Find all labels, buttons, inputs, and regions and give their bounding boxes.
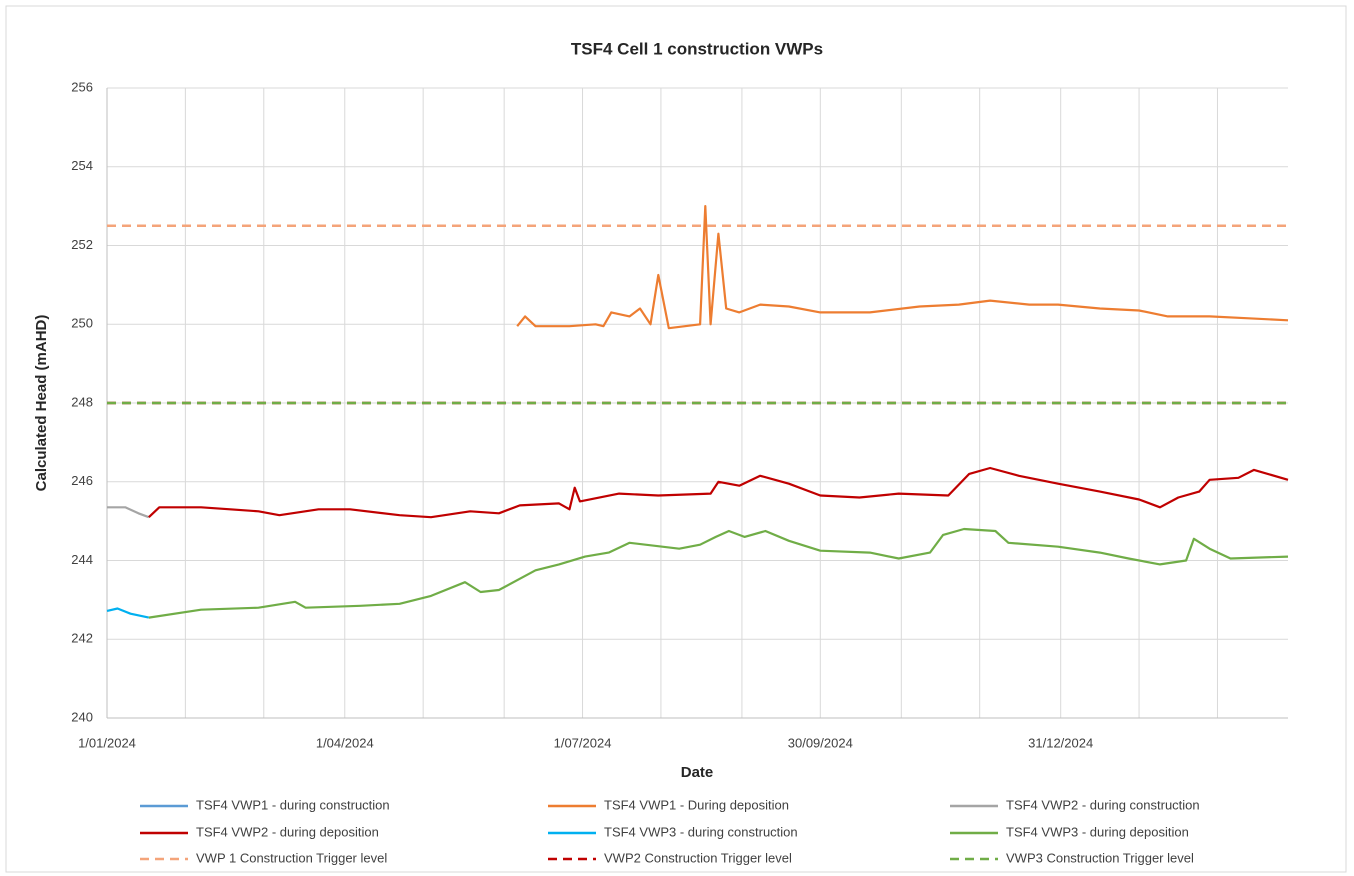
x-tick-label: 1/04/2024 [316,735,374,750]
y-tick-label: 256 [71,79,93,94]
legend-label: VWP 1 Construction Trigger level [196,850,387,865]
legend-label: VWP2 Construction Trigger level [604,850,792,865]
series-line [107,506,150,519]
series-line [516,205,1289,330]
y-tick-label: 252 [71,237,93,252]
legend-label: TSF4 VWP2 - during deposition [196,824,379,839]
y-tick-label: 244 [71,552,93,567]
y-tick-label: 242 [71,631,93,646]
chart-title: TSF4 Cell 1 construction VWPs [571,39,823,58]
y-tick-label: 250 [71,316,93,331]
y-tick-label: 254 [71,158,93,173]
legend-label: VWP3 Construction Trigger level [1006,850,1194,865]
chart-frame [5,5,1347,873]
legend-label: TSF4 VWP3 - during deposition [1006,824,1189,839]
x-tick-label: 1/07/2024 [554,735,612,750]
x-tick-label: 1/01/2024 [78,735,136,750]
series-line [148,466,1289,519]
legend-label: TSF4 VWP1 - during construction [196,797,390,812]
y-axis-title: Calculated Head (mAHD) [33,315,50,492]
series-line [106,607,150,619]
legend-label: TSF4 VWP2 - during construction [1006,797,1200,812]
y-tick-label: 248 [71,394,93,409]
x-tick-label: 31/12/2024 [1028,735,1093,750]
legend-label: TSF4 VWP1 - During deposition [604,797,789,812]
y-tick-label: 240 [71,709,93,724]
x-axis-title: Date [681,764,714,781]
series-line [148,527,1289,619]
legend-label: TSF4 VWP3 - during construction [604,824,798,839]
x-tick-label: 30/09/2024 [788,735,853,750]
y-tick-label: 246 [71,473,93,488]
